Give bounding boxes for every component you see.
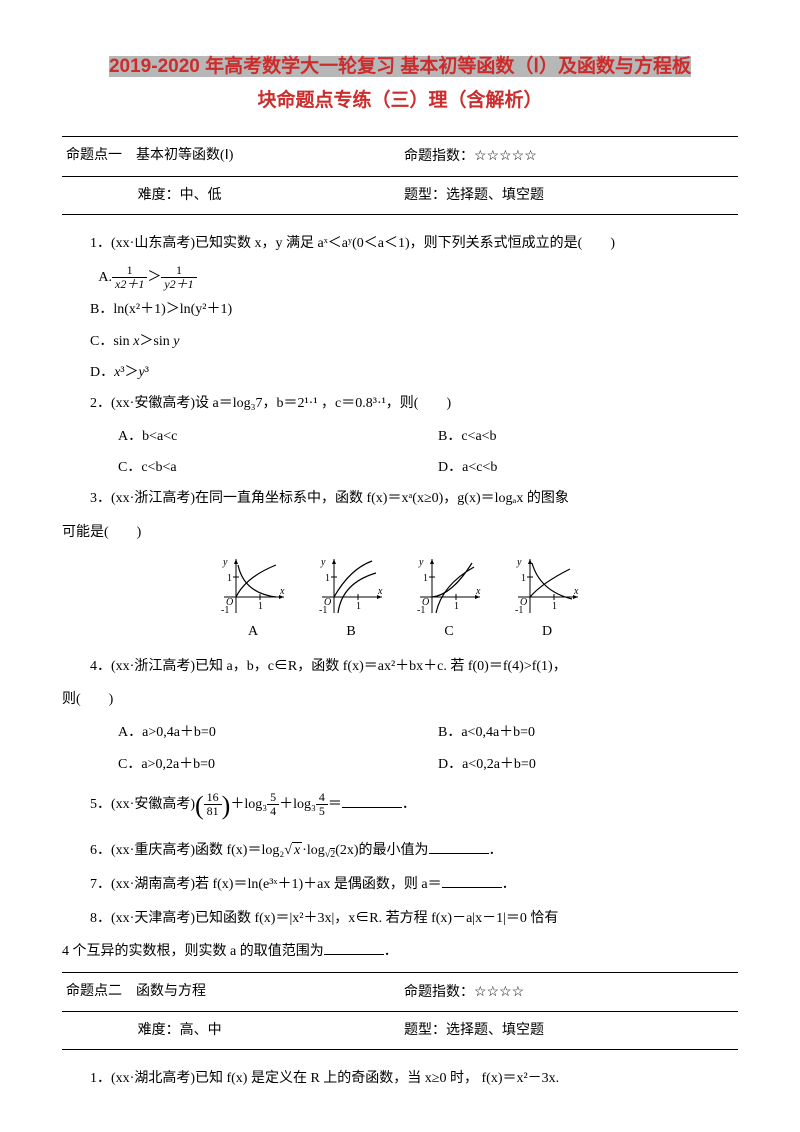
graph-row: y x O 1 1 -1 A y x O 1 1 -1 B [62,555,738,644]
box1-r1c1: 命题点一 基本初等函数(Ⅰ) [62,137,400,176]
q4-row1: A．a>0,4a＋b=0B．a<0,4a＋b=0 [62,720,738,745]
q1-optD: D．x³＞y³ [62,360,738,385]
svg-text:-1: -1 [417,605,425,616]
graph-A: y x O 1 1 -1 A [216,555,290,644]
svg-text:y: y [320,557,326,568]
q3-stem2: 可能是( ) [62,520,738,545]
page-title: 2019-2020 年高考数学大一轮复习 基本初等函数（Ⅰ）及函数与方程板 块命… [62,50,738,118]
q2-row2: C．c<b<aD．a<c<b [62,455,738,480]
svg-text:1: 1 [552,601,557,612]
title-part1: 2019-2020 年高考数学大一轮复习 基本初等函数（Ⅰ）及函数与方程板 [109,56,691,77]
box1-r1c2: 命题指数：☆☆☆☆☆ [400,137,738,176]
q5: 5．(xx·安徽高考)(1681)＋log₃54＋log₃45＝． [62,783,738,830]
q1-optB: B．ln(x²＋1)＞ln(y²＋1) [62,297,738,322]
q8-l1: 8．(xx·天津高考)已知函数 f(x)＝|x²＋3x|，x∈R. 若方程 f(… [62,906,738,931]
svg-text:y: y [418,557,424,568]
svg-text:-1: -1 [221,605,229,616]
q1-optA: A.1x2＋1＞1y2＋1 [62,264,738,291]
svg-text:x: x [279,586,285,597]
q8-l2: 4 个互异的实数根，则实数 a 的取值范围为． [62,939,738,964]
q2-row1: A．b<a<cB．c<a<b [62,424,738,449]
svg-text:1: 1 [325,573,330,584]
svg-text:1: 1 [356,601,361,612]
svg-text:x: x [573,586,579,597]
graph-B: y x O 1 1 -1 B [314,555,388,644]
q6: 6．(xx·重庆高考)函数 f(x)＝log₂√x·log√2(2x)的最小值为… [62,838,738,865]
q2-stem: 2．(xx·安徽高考)设 a＝log₃7，b＝2¹·¹ ，c＝0.8³·¹，则(… [62,391,738,416]
box1-r2c2: 题型：选择题、填空题 [400,176,738,214]
topic-box-2: 命题点二 函数与方程 命题指数：☆☆☆☆ 难度：高、中 题型：选择题、填空题 [62,972,738,1050]
topic-box-1: 命题点一 基本初等函数(Ⅰ) 命题指数：☆☆☆☆☆ 难度：中、低 题型：选择题、… [62,136,738,214]
svg-text:1: 1 [423,573,428,584]
graph-D: y x O 1 1 -1 D [510,555,584,644]
q3-stem1: 3．(xx·浙江高考)在同一直角坐标系中，函数 f(x)＝xᵃ(x≥0)，g(x… [62,486,738,511]
q1-stem: 1．(xx·山东高考)已知实数 x，y 满足 aˣ＜aʸ(0＜a＜1)，则下列关… [62,231,738,256]
box2-r2c1: 难度：高、中 [62,1012,400,1050]
q7: 7．(xx·湖南高考)若 f(x)＝ln(e³ˣ＋1)＋ax 是偶函数，则 a＝… [62,872,738,897]
svg-text:1: 1 [227,573,232,584]
q1-optC: C．sin x＞sin y [62,329,738,354]
svg-text:y: y [516,557,522,568]
svg-text:y: y [222,557,228,568]
svg-text:1: 1 [454,601,459,612]
svg-text:1: 1 [258,601,263,612]
q4-stem1: 4．(xx·浙江高考)已知 a，b，c∈R，函数 f(x)＝ax²＋bx＋c. … [62,654,738,679]
box2-r1c2: 命题指数：☆☆☆☆ [400,972,738,1011]
title-part2: 块命题点专练（三）理（含解析） [257,90,542,111]
svg-text:x: x [377,586,383,597]
q4-stem2: 则( ) [62,687,738,712]
box2-r1c1: 命题点二 函数与方程 [62,972,400,1011]
graph-C: y x O 1 1 -1 C [412,555,486,644]
sec2-q1: 1．(xx·湖北高考)已知 f(x) 是定义在 R 上的奇函数，当 x≥0 时，… [62,1066,738,1091]
q4-row2: C．a>0,2a＋b=0D．a<0,2a＋b=0 [62,752,738,777]
svg-text:-1: -1 [515,605,523,616]
svg-text:-1: -1 [319,605,327,616]
svg-text:1: 1 [521,573,526,584]
box2-r2c2: 题型：选择题、填空题 [400,1012,738,1050]
box1-r2c1: 难度：中、低 [62,176,400,214]
svg-text:x: x [475,586,481,597]
